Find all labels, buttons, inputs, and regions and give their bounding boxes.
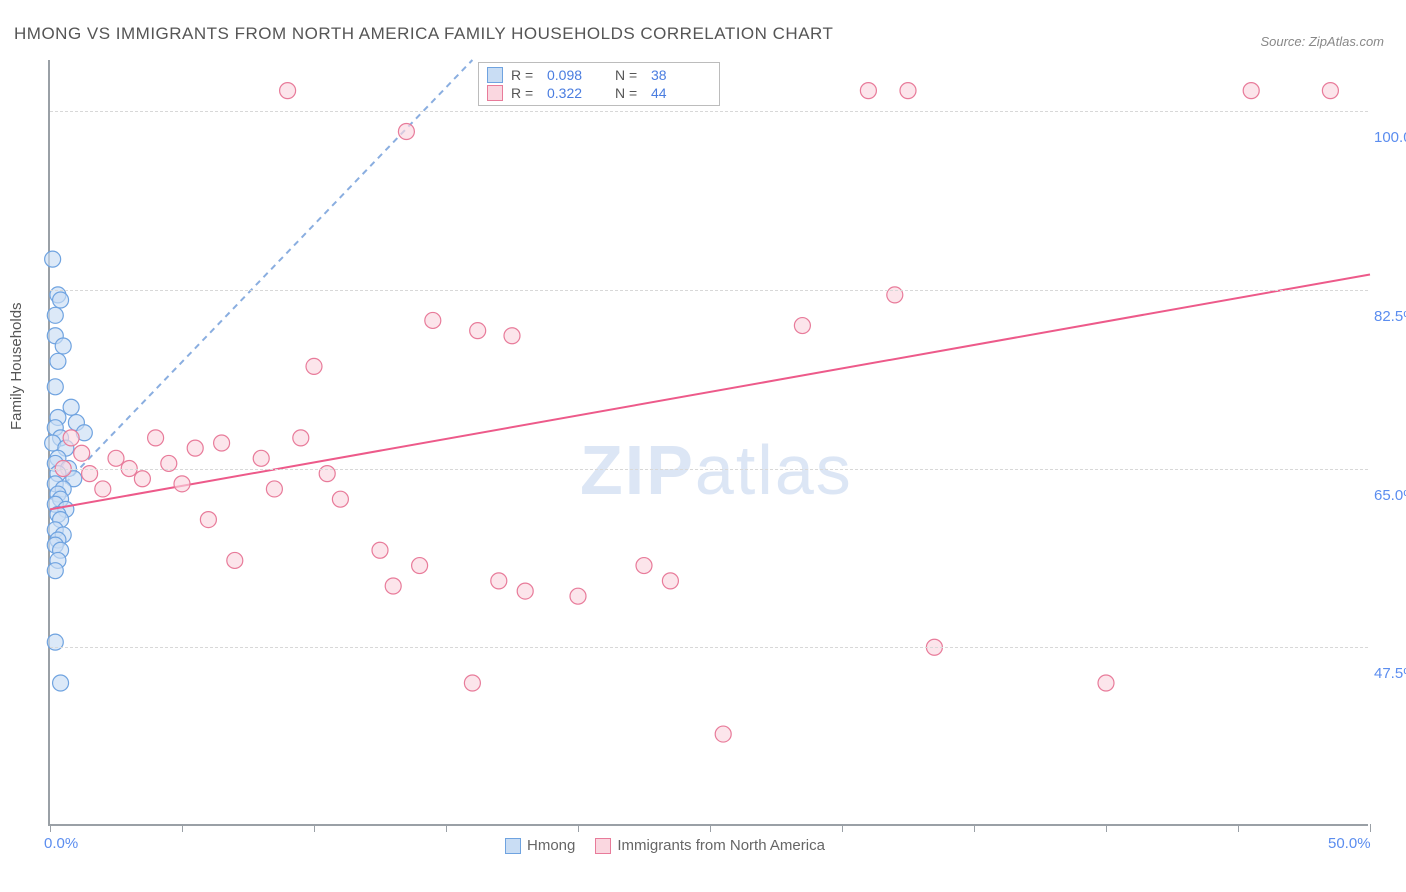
data-point xyxy=(504,328,520,344)
x-tick xyxy=(710,824,711,832)
data-point xyxy=(134,471,150,487)
data-point xyxy=(214,435,230,451)
legend-label: Immigrants from North America xyxy=(617,837,825,854)
data-point xyxy=(636,558,652,574)
data-point xyxy=(174,476,190,492)
data-point xyxy=(794,318,810,334)
gridline xyxy=(50,290,1368,291)
data-point xyxy=(372,542,388,558)
data-point xyxy=(425,312,441,328)
data-point xyxy=(293,430,309,446)
data-point xyxy=(517,583,533,599)
x-tick-label: 0.0% xyxy=(44,835,78,852)
data-point xyxy=(266,481,282,497)
gridline xyxy=(50,111,1368,112)
data-point xyxy=(491,573,507,589)
legend-series: Hmong Immigrants from North America xyxy=(505,837,825,854)
data-point xyxy=(332,491,348,507)
y-axis-label: Family Households xyxy=(8,302,25,430)
data-point xyxy=(148,430,164,446)
legend-label: Hmong xyxy=(527,837,575,854)
data-point xyxy=(53,292,69,308)
data-point xyxy=(306,358,322,374)
data-point xyxy=(55,338,71,354)
data-point xyxy=(50,353,66,369)
data-point xyxy=(470,323,486,339)
data-point xyxy=(253,450,269,466)
x-tick xyxy=(578,824,579,832)
data-point xyxy=(47,307,63,323)
data-point xyxy=(45,251,61,267)
data-point xyxy=(63,430,79,446)
data-point xyxy=(570,588,586,604)
data-point xyxy=(1322,83,1338,99)
data-point xyxy=(860,83,876,99)
data-point xyxy=(1098,675,1114,691)
x-tick-label: 50.0% xyxy=(1328,835,1371,852)
data-point xyxy=(398,123,414,139)
data-point xyxy=(200,512,216,528)
y-tick-label: 82.5% xyxy=(1374,308,1406,325)
data-point xyxy=(900,83,916,99)
data-point xyxy=(464,675,480,691)
data-point xyxy=(63,399,79,415)
data-point xyxy=(715,726,731,742)
chart-title: HMONG VS IMMIGRANTS FROM NORTH AMERICA F… xyxy=(14,24,833,44)
chart-svg xyxy=(50,60,1368,824)
data-point xyxy=(95,481,111,497)
data-point xyxy=(53,675,69,691)
source-attribution: Source: ZipAtlas.com xyxy=(1260,34,1384,49)
x-tick xyxy=(1370,824,1371,832)
data-point xyxy=(47,379,63,395)
legend-item: Hmong xyxy=(505,837,575,854)
data-point xyxy=(74,445,90,461)
y-tick-label: 65.0% xyxy=(1374,487,1406,504)
data-point xyxy=(385,578,401,594)
data-point xyxy=(412,558,428,574)
x-tick xyxy=(446,824,447,832)
legend-swatch-icon xyxy=(505,838,521,854)
trend-line xyxy=(50,274,1370,509)
data-point xyxy=(1243,83,1259,99)
x-tick xyxy=(974,824,975,832)
data-point xyxy=(280,83,296,99)
x-tick xyxy=(50,824,51,832)
data-point xyxy=(108,450,124,466)
data-point xyxy=(227,552,243,568)
legend-item: Immigrants from North America xyxy=(595,837,825,854)
gridline xyxy=(50,647,1368,648)
data-point xyxy=(187,440,203,456)
x-tick xyxy=(842,824,843,832)
x-tick xyxy=(314,824,315,832)
legend-swatch-icon xyxy=(595,838,611,854)
x-tick xyxy=(182,824,183,832)
x-tick xyxy=(1238,824,1239,832)
x-tick xyxy=(1106,824,1107,832)
y-tick-label: 47.5% xyxy=(1374,665,1406,682)
data-point xyxy=(47,563,63,579)
y-tick-label: 100.0% xyxy=(1374,129,1406,146)
gridline xyxy=(50,469,1368,470)
plot-area: ZIPatlas R = 0.098 N = 38 R = 0.322 N = … xyxy=(48,60,1368,826)
data-point xyxy=(662,573,678,589)
